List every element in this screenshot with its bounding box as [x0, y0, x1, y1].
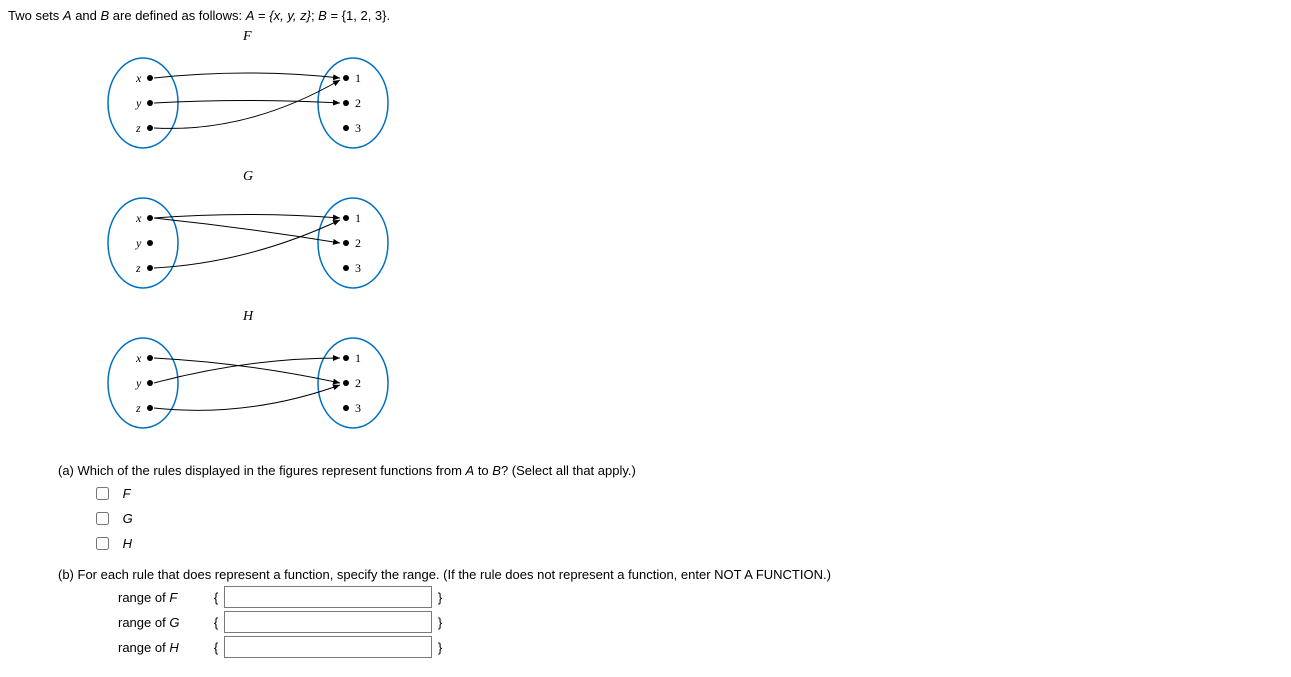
intro-mid: are defined as follows: — [109, 8, 246, 23]
part-b-text: (b) For each rule that does represent a … — [58, 567, 831, 582]
svg-text:x: x — [135, 211, 142, 225]
close-brace-H: } — [432, 640, 448, 655]
svg-text:x: x — [135, 71, 142, 85]
range-table: range of F { } range of G { } range of H… — [118, 586, 1283, 658]
range-row-G: range of G { } — [118, 611, 1283, 633]
svg-text:y: y — [135, 376, 142, 390]
option-row-F: F — [92, 484, 1283, 503]
svg-text:z: z — [135, 121, 141, 135]
range-name-G: G — [169, 615, 179, 630]
part-a-A: A — [466, 463, 475, 478]
intro-text: Two sets — [8, 8, 63, 23]
checkbox-F[interactable] — [96, 487, 109, 500]
checkbox-G[interactable] — [96, 512, 109, 525]
svg-text:3: 3 — [355, 121, 361, 135]
question-intro: Two sets A and B are defined as follows:… — [8, 8, 1283, 23]
diagram-H-svg: x y z 1 2 3 — [88, 313, 408, 443]
svg-text:3: 3 — [355, 261, 361, 275]
intro-period: . — [387, 8, 391, 23]
svg-text:1: 1 — [355, 211, 361, 225]
part-a-text-prefix: (a) Which of the rules displayed in the … — [58, 463, 466, 478]
option-label-H: H — [123, 536, 132, 551]
close-brace-F: } — [432, 590, 448, 605]
diagram-G: G x y z 1 2 3 — [88, 173, 408, 303]
option-row-H: H — [92, 534, 1283, 553]
svg-text:2: 2 — [355, 376, 361, 390]
eq-sign-2: = — [327, 8, 342, 23]
checkbox-H[interactable] — [96, 537, 109, 550]
svg-text:1: 1 — [355, 71, 361, 85]
svg-text:z: z — [135, 261, 141, 275]
eq-B-lhs: B — [318, 8, 327, 23]
open-brace-F: { — [208, 590, 224, 605]
diagram-F: F x y z 1 2 3 — [88, 33, 408, 163]
diagram-F-svg: x y z 1 2 3 — [88, 33, 408, 163]
intro-and: and — [72, 8, 101, 23]
range-row-H: range of H { } — [118, 636, 1283, 658]
set-B-def: {1, 2, 3} — [342, 8, 387, 23]
eq-sign-1: = — [254, 8, 269, 23]
range-row-F: range of F { } — [118, 586, 1283, 608]
part-a-text-suffix: ? (Select all that apply.) — [501, 463, 636, 478]
range-input-G[interactable] — [224, 611, 432, 633]
option-label-F: F — [123, 486, 131, 501]
set-A-def: {x, y, z} — [269, 8, 311, 23]
svg-text:z: z — [135, 401, 141, 415]
part-a: (a) Which of the rules displayed in the … — [58, 463, 1283, 553]
part-a-to: to — [474, 463, 492, 478]
part-a-B: B — [492, 463, 501, 478]
set-A-name: A — [63, 8, 72, 23]
svg-text:2: 2 — [355, 236, 361, 250]
range-input-F[interactable] — [224, 586, 432, 608]
option-label-G: G — [123, 511, 133, 526]
range-prefix-F: range of — [118, 590, 169, 605]
diagram-H: H x y z 1 2 3 — [88, 313, 408, 443]
svg-text:x: x — [135, 351, 142, 365]
close-brace-G: } — [432, 615, 448, 630]
svg-text:y: y — [135, 236, 142, 250]
svg-text:y: y — [135, 96, 142, 110]
open-brace-G: { — [208, 615, 224, 630]
option-row-G: G — [92, 509, 1283, 528]
svg-text:1: 1 — [355, 351, 361, 365]
diagram-G-svg: x y z 1 2 3 — [88, 173, 408, 303]
diagrams-container: F x y z 1 2 3 G — [88, 33, 1283, 443]
range-prefix-H: range of — [118, 640, 169, 655]
range-prefix-G: range of — [118, 615, 169, 630]
open-brace-H: { — [208, 640, 224, 655]
range-input-H[interactable] — [224, 636, 432, 658]
part-b: (b) For each rule that does represent a … — [58, 567, 1283, 658]
range-name-H: H — [169, 640, 178, 655]
set-B-name: B — [101, 8, 110, 23]
svg-text:2: 2 — [355, 96, 361, 110]
range-name-F: F — [169, 590, 177, 605]
svg-text:3: 3 — [355, 401, 361, 415]
range-label-F: range of F — [118, 590, 208, 605]
range-label-H: range of H — [118, 640, 208, 655]
range-label-G: range of G — [118, 615, 208, 630]
